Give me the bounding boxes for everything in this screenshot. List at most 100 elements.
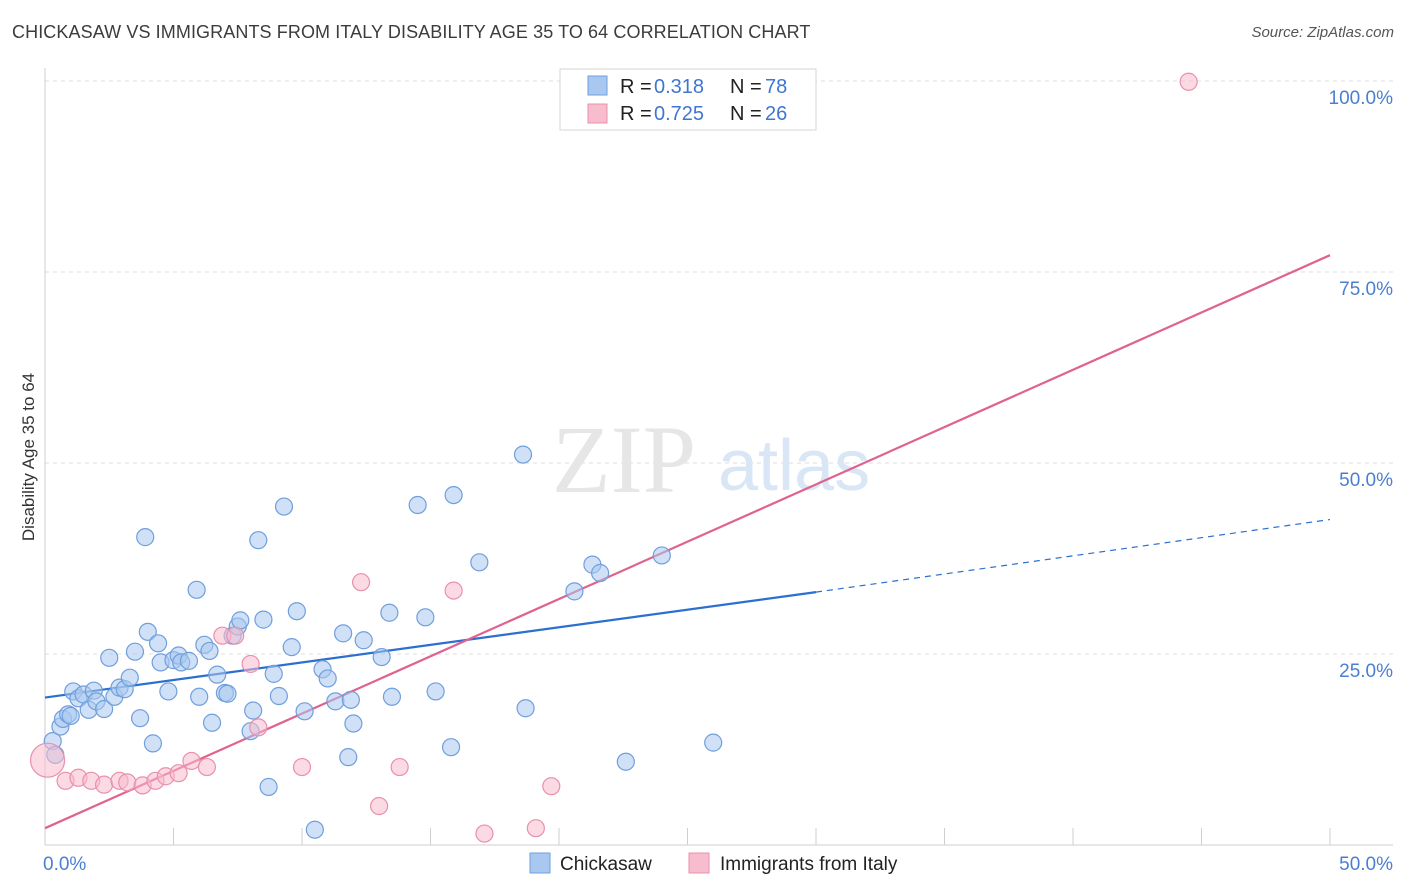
y-axis-title: Disability Age 35 to 64 — [19, 373, 38, 541]
point-chickasaw-77 — [704, 733, 723, 752]
legend-r-value-1: 0.318 — [654, 76, 704, 98]
point-chickasaw-46 — [264, 664, 283, 683]
point-chickasaw-45 — [259, 777, 278, 797]
point-italy-17 — [292, 757, 312, 777]
point-chickasaw-18 — [125, 642, 145, 661]
point-chickasaw-21 — [138, 622, 157, 641]
trendline-series-1 — [44, 254, 1331, 830]
point-chickasaw-50 — [287, 602, 306, 621]
point-chickasaw-67 — [441, 738, 461, 757]
axes — [44, 68, 1393, 846]
point-chickasaw-19 — [130, 709, 150, 728]
point-chickasaw-29 — [179, 651, 199, 670]
point-italy-15 — [241, 654, 260, 674]
point-chickasaw-71 — [516, 699, 535, 718]
point-italy-24 — [542, 777, 561, 796]
point-chickasaw-65 — [426, 682, 445, 701]
point-chickasaw-23 — [148, 634, 168, 653]
legend-r-label-1: R = — [620, 76, 652, 98]
point-chickasaw-54 — [318, 669, 337, 688]
bottom-legend-label-italy: Immigrants from Italy — [720, 854, 898, 875]
legend-n-label-2: N = — [730, 103, 762, 125]
point-chickasaw-33 — [200, 641, 219, 661]
point-chickasaw-59 — [344, 714, 363, 733]
point-chickasaw-62 — [380, 603, 399, 622]
point-chickasaw-40 — [231, 611, 250, 630]
point-italy-21 — [444, 581, 463, 600]
point-chickasaw-20 — [136, 528, 155, 547]
point-chickasaw-5 — [61, 706, 80, 725]
point-chickasaw-17 — [120, 668, 139, 687]
point-italy-14 — [226, 626, 245, 645]
legend-r-label-2: R = — [620, 103, 652, 125]
trendline-series-0 — [44, 591, 817, 699]
point-italy-22 — [475, 824, 494, 843]
point-chickasaw-25 — [159, 682, 178, 701]
point-chickasaw-68 — [444, 485, 463, 505]
source-label: Source: ZipAtlas.com — [1251, 24, 1394, 41]
bottom-legend-label-chickasaw: Chickasaw — [560, 854, 652, 875]
watermark-zip: ZIP — [552, 406, 696, 513]
point-chickasaw-63 — [382, 687, 402, 706]
point-chickasaw-47 — [269, 686, 288, 706]
y-tick-label-100: 100.0% — [1329, 88, 1394, 109]
point-chickasaw-22 — [143, 734, 163, 753]
point-italy-23 — [526, 819, 545, 838]
scatter-points — [29, 72, 1198, 843]
point-chickasaw-43 — [249, 531, 268, 550]
point-chickasaw-61 — [372, 647, 391, 667]
point-chickasaw-58 — [341, 690, 360, 709]
point-chickasaw-31 — [190, 687, 209, 706]
point-chickasaw-49 — [282, 638, 301, 657]
watermark-atlas: atlas — [718, 426, 870, 506]
point-chickasaw-52 — [305, 820, 324, 839]
point-italy-6 — [118, 773, 137, 792]
point-chickasaw-30 — [187, 580, 206, 599]
point-chickasaw-42 — [244, 701, 263, 720]
point-chickasaw-70 — [513, 445, 533, 464]
point-chickasaw-56 — [334, 624, 353, 643]
point-chickasaw-64 — [416, 608, 435, 627]
point-italy-16 — [249, 718, 268, 737]
trendline-extension-series-0 — [815, 518, 1331, 593]
legend: R = 0.318 N = 78 R = 0.725 N = 26 — [559, 68, 817, 131]
point-chickasaw-69 — [470, 553, 489, 572]
point-chickasaw-34 — [202, 713, 222, 732]
legend-n-value-2: 26 — [765, 103, 787, 125]
point-italy-4 — [95, 775, 114, 794]
x-tick-label-min: 0.0% — [43, 854, 86, 875]
point-italy-10 — [169, 764, 188, 783]
bottom-legend: Chickasaw Immigrants from Italy — [529, 852, 898, 875]
point-chickasaw-57 — [339, 748, 358, 767]
legend-swatch-italy — [587, 103, 608, 124]
point-italy-11 — [182, 751, 201, 771]
point-chickasaw-12 — [95, 699, 114, 719]
point-italy-20 — [390, 757, 409, 777]
legend-n-value-1: 78 — [765, 76, 787, 98]
bottom-legend-swatch-italy — [688, 852, 710, 874]
chart-title: CHICKASAW VS IMMIGRANTS FROM ITALY DISAB… — [12, 22, 811, 42]
point-chickasaw-66 — [408, 495, 427, 515]
point-chickasaw-76 — [652, 546, 671, 565]
point-chickasaw-51 — [295, 702, 314, 721]
y-tick-label-50: 50.0% — [1339, 470, 1393, 491]
trendlines — [44, 254, 1331, 830]
point-chickasaw-48 — [274, 497, 294, 516]
point-chickasaw-55 — [326, 692, 345, 711]
x-tick-label-max: 50.0% — [1339, 854, 1393, 875]
point-italy-18 — [352, 573, 371, 592]
point-chickasaw-37 — [218, 684, 237, 703]
legend-swatch-chickasaw — [587, 75, 608, 96]
bottom-legend-swatch-chickasaw — [529, 852, 551, 874]
point-italy-12 — [197, 757, 217, 777]
grid — [45, 80, 1393, 655]
point-italy-25 — [1179, 72, 1198, 91]
point-chickasaw-74 — [591, 563, 610, 583]
point-italy-0 — [29, 742, 66, 778]
point-italy-19 — [370, 796, 389, 816]
point-chickasaw-75 — [616, 752, 635, 771]
legend-r-value-2: 0.725 — [654, 103, 704, 125]
point-chickasaw-60 — [354, 631, 373, 650]
point-chickasaw-72 — [565, 582, 584, 601]
